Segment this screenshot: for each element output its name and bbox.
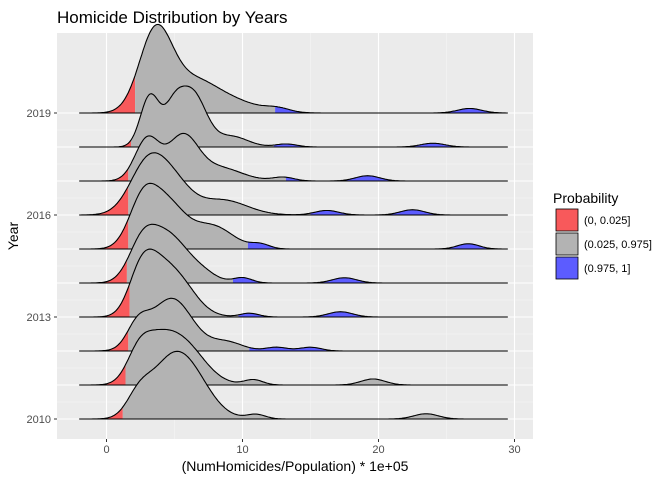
y-tick-label: 2013	[27, 312, 51, 324]
legend-label: (0, 0.025]	[584, 215, 630, 227]
x-axis-title: (NumHomicides/Population) * 1e+05	[182, 458, 409, 474]
ridge-fill-low	[79, 407, 123, 419]
ridge-fill-high	[247, 242, 508, 249]
ridge-fill-high	[249, 347, 508, 351]
ridge-fill-high	[310, 209, 508, 215]
x-tick-label: 10	[236, 444, 248, 456]
x-axis: 0 10 20 30	[103, 439, 521, 456]
legend-swatch	[555, 208, 579, 232]
ridge-fill-low	[79, 75, 136, 113]
y-axis-title: Year	[5, 222, 21, 251]
ridge-fill-low	[79, 168, 129, 181]
x-tick-label: 20	[372, 444, 384, 456]
ridge-fill-mid	[131, 86, 274, 147]
chart-title: Homicide Distribution by Years	[57, 8, 288, 27]
ridge-fill-low	[79, 364, 126, 385]
legend: Probability (0, 0.025] (0.025, 0.975] (0.9…	[553, 190, 652, 280]
legend-title: Probability	[553, 190, 618, 206]
ridge-fill-mid	[128, 152, 311, 215]
legend-swatch	[555, 256, 579, 280]
ridge-2010	[79, 350, 508, 420]
y-tick-label: 2019	[27, 108, 51, 120]
ridge-fill-low	[79, 283, 130, 317]
y-tick-label: 2016	[27, 210, 51, 222]
x-tick-label: 0	[103, 444, 109, 456]
ridge-fill-low	[79, 140, 131, 147]
y-tick-label: 2010	[27, 414, 51, 426]
ridge-fill-low	[79, 186, 129, 215]
ridge-2013	[79, 248, 508, 318]
ridge-fill-mid	[129, 249, 239, 317]
y-axis: 2010 2013 2016 2019	[27, 108, 57, 426]
legend-label: (0.025, 0.975]	[584, 239, 652, 251]
legend-swatch	[555, 232, 579, 256]
ridges	[79, 23, 508, 420]
ridge-fill-low	[79, 330, 129, 351]
ridge-fill-high	[273, 143, 508, 147]
ridge-outline	[79, 85, 508, 148]
x-tick-label: 30	[508, 444, 520, 456]
ridge-fill-mid	[135, 24, 276, 113]
legend-label: (0.975, 1]	[584, 263, 630, 275]
